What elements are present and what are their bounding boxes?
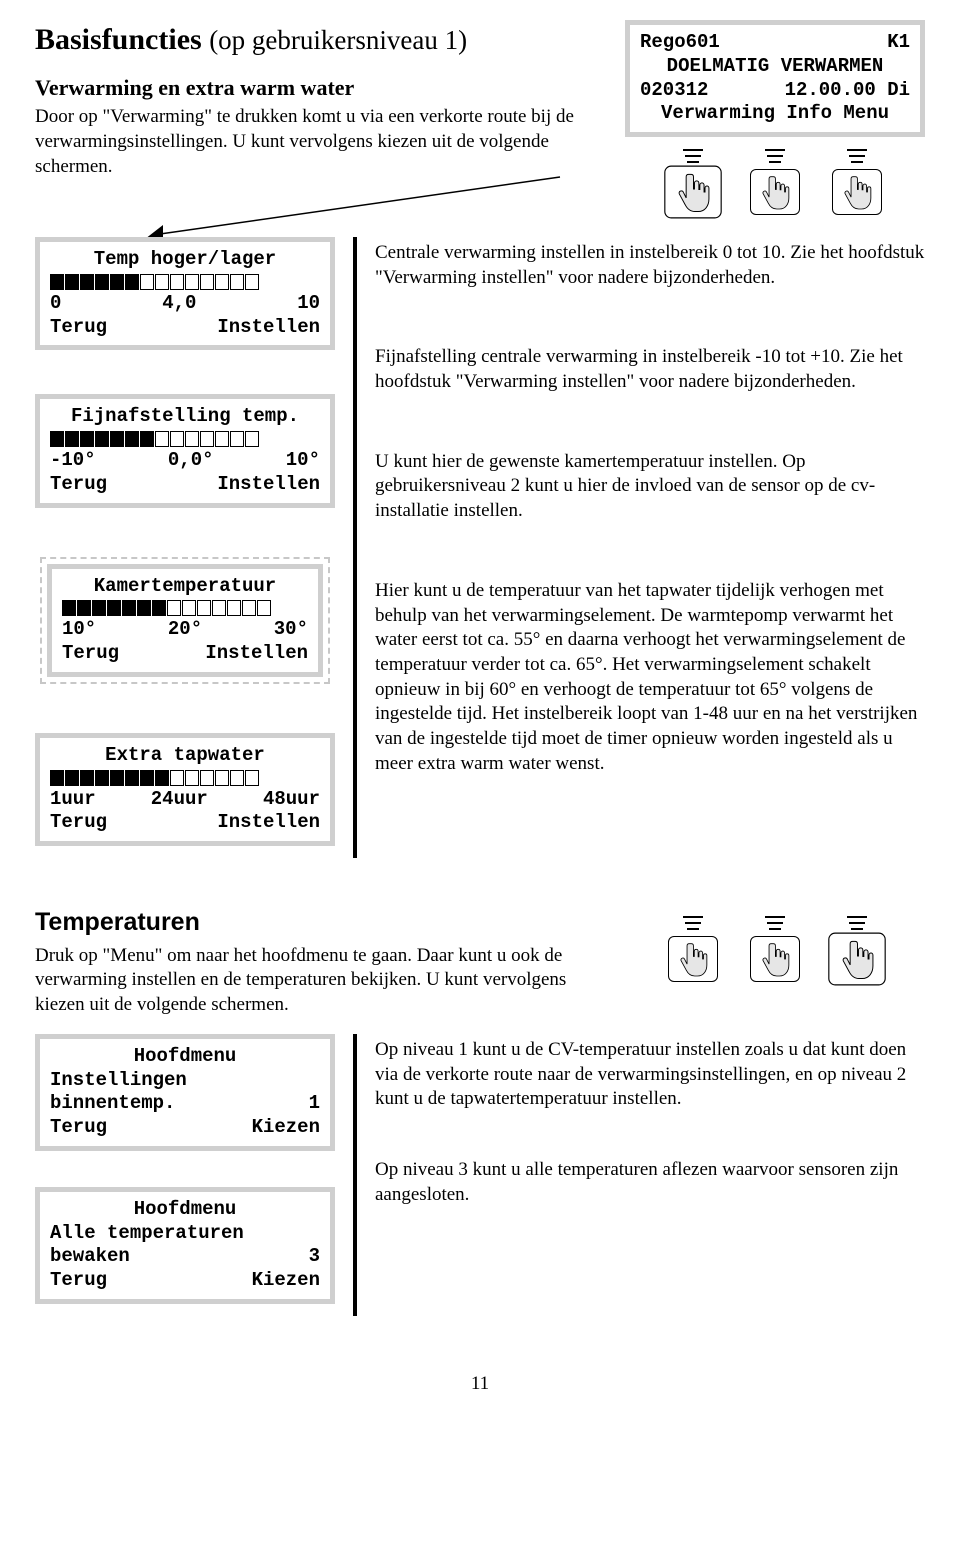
lcd-mode: DOELMATIG VERWARMEN (640, 55, 910, 79)
hand-button[interactable] (668, 936, 718, 982)
page-number: 11 (35, 1371, 925, 1397)
range-mid: 24uur (151, 788, 208, 812)
vertical-divider (353, 1034, 357, 1316)
page-title: Basisfuncties (op gebruikersniveau 1) (35, 23, 467, 56)
panel-description: Hier kunt u de temperatuur van het tapwa… (375, 579, 925, 777)
title-paren: (op gebruikersniveau 1) (209, 25, 467, 55)
set-button[interactable]: Instellen (205, 642, 308, 666)
back-button[interactable]: Terug (50, 811, 107, 835)
title-main: Basisfuncties (35, 23, 202, 56)
menu-item: bewaken (50, 1245, 130, 1269)
range-min: 0 (50, 292, 61, 316)
hand-button[interactable] (664, 166, 722, 219)
range-mid: 4,0 (162, 292, 196, 316)
menu-lines-icon (683, 149, 703, 163)
lcd-panel: Kamertemperatuur 10° 20° 30° Terug Inste… (47, 564, 323, 677)
lcd-menu-panel: Hoofdmenu Alle temperaturen bewaken 3 Te… (35, 1187, 335, 1304)
menu-number: 1 (309, 1092, 320, 1116)
range-max: 30° (274, 618, 308, 642)
button-row (625, 149, 925, 215)
hand-button[interactable] (828, 933, 886, 986)
menu-lines-icon (683, 916, 703, 930)
arrow-icon (145, 175, 565, 245)
lcd-menu-panel: Hoofdmenu Instellingen binnentemp. 1 Ter… (35, 1034, 335, 1151)
range-max: 48uur (263, 788, 320, 812)
back-button[interactable]: Terug (50, 1116, 107, 1140)
menu-number: 3 (309, 1245, 320, 1269)
panel-description: Centrale verwarming instellen in instelb… (375, 241, 925, 290)
panel-title: Fijnafstelling temp. (50, 405, 320, 429)
panel-title: Extra tapwater (50, 744, 320, 768)
panel-title: Temp hoger/lager (50, 248, 320, 272)
back-button[interactable]: Terug (50, 316, 107, 340)
range-min: -10° (50, 449, 96, 473)
lcd-menu: Verwarming Info Menu (640, 102, 910, 126)
lcd-status-panel: Rego601 K1 DOELMATIG VERWARMEN 020312 12.0… (625, 20, 925, 137)
intro-text: Door op "Verwarming" te drukken komt u v… (35, 105, 600, 179)
menu-lines-icon (765, 916, 785, 930)
panel-description: Op niveau 1 kunt u de CV-temperatuur ins… (375, 1038, 925, 1112)
panel-description: U kunt hier de gewenste kamertemperatuur… (375, 450, 925, 524)
hand-button[interactable] (750, 936, 800, 982)
menu-lines-icon (765, 149, 785, 163)
lcd-panel: Extra tapwater 1uur 24uur 48uur Terug In… (35, 733, 335, 846)
range-max: 10 (297, 292, 320, 316)
select-button[interactable]: Kiezen (252, 1116, 320, 1140)
panel-description: Fijnafstelling centrale verwarming in in… (375, 345, 925, 394)
range-mid: 0,0° (168, 449, 214, 473)
set-button[interactable]: Instellen (217, 811, 320, 835)
menu-title: Hoofdmenu (50, 1198, 320, 1222)
range-mid: 20° (168, 618, 202, 642)
panel-title: Kamertemperatuur (62, 575, 308, 599)
range-min: 10° (62, 618, 96, 642)
lcd-date: 020312 (640, 79, 708, 103)
lcd-model: Rego601 (640, 31, 720, 55)
menu-item: binnentemp. (50, 1092, 175, 1116)
back-button[interactable]: Terug (50, 473, 107, 497)
range-min: 1uur (50, 788, 96, 812)
lcd-panel: Temp hoger/lager 0 4,0 10 Terug Instelle… (35, 237, 335, 350)
hand-button[interactable] (832, 169, 882, 215)
menu-line2: Instellingen (50, 1069, 320, 1093)
set-button[interactable]: Instellen (217, 316, 320, 340)
vertical-divider (353, 237, 357, 858)
subheading: Verwarming en extra warm water (35, 73, 600, 103)
menu-line2: Alle temperaturen (50, 1222, 320, 1246)
lcd-panel: Fijnafstelling temp. -10° 0,0° 10° Terug… (35, 394, 335, 507)
button-row (625, 916, 925, 982)
range-max: 10° (286, 449, 320, 473)
select-button[interactable]: Kiezen (252, 1269, 320, 1293)
progress-bar (62, 600, 308, 616)
set-button[interactable]: Instellen (217, 473, 320, 497)
menu-title: Hoofdmenu (50, 1045, 320, 1069)
progress-bar (50, 770, 320, 786)
menu-lines-icon (847, 149, 867, 163)
hand-button[interactable] (750, 169, 800, 215)
progress-bar (50, 431, 320, 447)
back-button[interactable]: Terug (50, 1269, 107, 1293)
progress-bar (50, 274, 320, 290)
temp-intro: Druk op "Menu" om naar het hoofdmenu te … (35, 944, 600, 1018)
panel-description: Op niveau 3 kunt u alle temperaturen afl… (375, 1158, 925, 1207)
back-button[interactable]: Terug (62, 642, 119, 666)
lcd-code: K1 (887, 31, 910, 55)
menu-lines-icon (847, 916, 867, 930)
lcd-time: 12.00.00 Di (785, 79, 910, 103)
temp-heading: Temperaturen (35, 906, 600, 940)
